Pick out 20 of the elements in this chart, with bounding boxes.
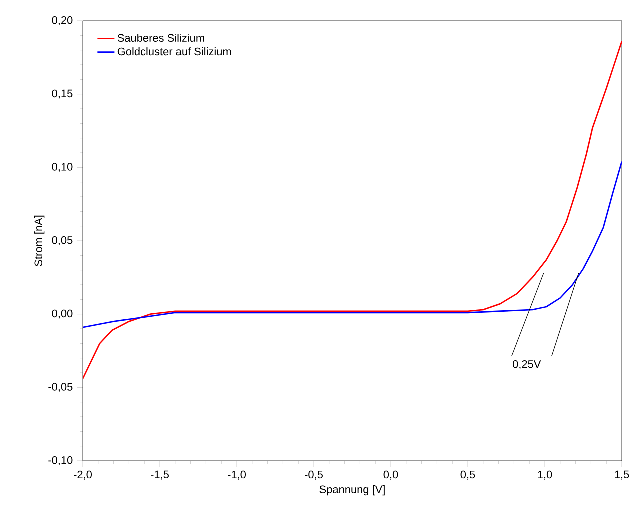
x-tick-label: 0,0 bbox=[384, 470, 398, 480]
x-tick-label: 1,0 bbox=[538, 470, 552, 480]
x-tick-label: -0,5 bbox=[305, 470, 323, 480]
y-tick-label: 0,15 bbox=[52, 90, 73, 99]
x-tick-label: 0,5 bbox=[460, 470, 476, 480]
x-tick-label: -1,0 bbox=[228, 470, 246, 480]
y-axis-title: Strom [nA] bbox=[34, 216, 45, 266]
legend-label: Sauberes Silizium bbox=[118, 34, 204, 42]
legend-label: Goldcluster auf Silizium bbox=[118, 48, 232, 56]
y-tick-label: -0,05 bbox=[48, 383, 73, 392]
y-tick-label: 0,20 bbox=[52, 16, 73, 26]
x-tick-label: -2,0 bbox=[74, 470, 92, 480]
y-tick-label: 0,05 bbox=[52, 236, 73, 246]
y-tick-label: -0,10 bbox=[48, 456, 73, 466]
y-tick-label: 0,10 bbox=[52, 163, 73, 172]
y-tick-label: 0,00 bbox=[52, 310, 73, 319]
x-tick-label: -1,5 bbox=[151, 470, 169, 480]
annotation: 0,25V bbox=[512, 360, 542, 370]
x-tick-label: 1,5 bbox=[615, 470, 630, 480]
x-axis-title: Spannung [V] bbox=[320, 485, 385, 496]
